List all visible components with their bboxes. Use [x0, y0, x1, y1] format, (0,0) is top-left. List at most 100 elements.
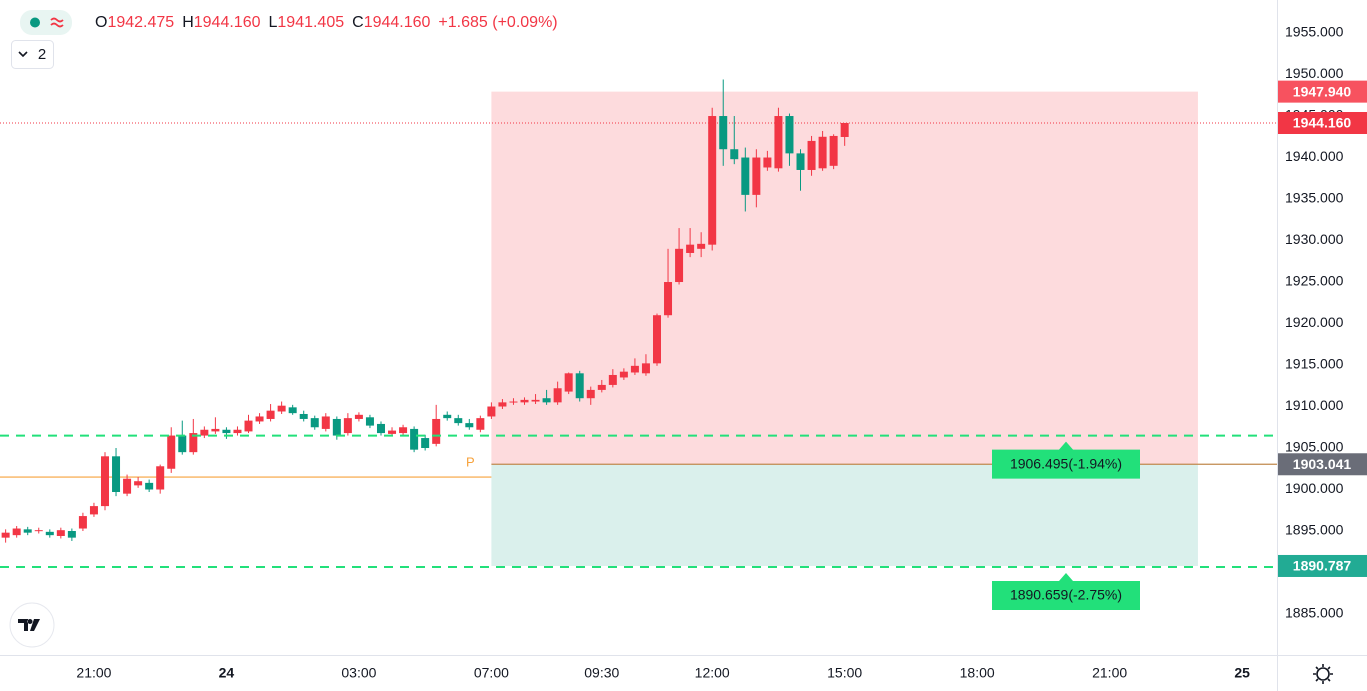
candle-body: [288, 407, 297, 414]
price-axis-bg: [1277, 0, 1367, 691]
alert-label: 1890.659(-2.75%): [1010, 587, 1122, 603]
target-zone: [491, 464, 1198, 566]
x-tick-label: 25: [1234, 665, 1250, 681]
status-pill[interactable]: [20, 10, 72, 35]
candle-body: [233, 429, 242, 434]
candle-body: [388, 430, 397, 434]
candle-body: [619, 371, 628, 378]
candle-body: [410, 428, 419, 450]
price-label-box: [1278, 554, 1367, 577]
y-tick-label: 1885.000: [1285, 605, 1344, 621]
candle-body: [531, 399, 540, 402]
candle-body: [708, 116, 717, 245]
candle-body: [45, 531, 54, 536]
axes: 21:00 24 03:00 07:00 09:30 12:00 15:00 18:00 21:…: [76, 24, 1367, 681]
y-tick-label: 1910.000: [1285, 397, 1344, 413]
candle-body: [421, 438, 430, 449]
candle-body: [310, 418, 319, 428]
candle-body: [34, 530, 43, 532]
time-axis-bg: [0, 655, 1367, 691]
stop-zone: [491, 91, 1198, 465]
candle-body: [796, 153, 805, 170]
candle-body: [78, 516, 87, 529]
settings-icon[interactable]: [1316, 667, 1330, 681]
status-icon: [50, 17, 64, 28]
candle-body: [719, 116, 728, 150]
price-label-box: [1278, 111, 1367, 134]
annotations: P 1906.495(-1.94%) 1890.659(-2.75%): [0, 434, 1277, 611]
legend-value: 1944.160: [364, 14, 431, 31]
candle-body: [664, 282, 673, 316]
y-tick-label: 1920.000: [1285, 314, 1344, 330]
x-tick-label: 21:00: [76, 665, 111, 681]
x-tick-label: 15:00: [827, 665, 862, 681]
candle-body: [145, 482, 154, 490]
x-tick-label: 18:00: [960, 665, 995, 681]
candle-body: [752, 157, 761, 195]
y-tick-label: 1940.000: [1285, 148, 1344, 164]
candle-body: [178, 435, 187, 453]
candle-body: [222, 429, 231, 434]
settings-icon-teeth: [1313, 664, 1333, 684]
overlays: [0, 91, 1277, 566]
candle-body: [741, 157, 750, 195]
candle-body: [675, 248, 684, 283]
candle-body: [399, 427, 408, 434]
position-marker: P: [466, 455, 475, 470]
candle-body: [774, 116, 783, 169]
candle-body: [542, 398, 551, 403]
candle-body: [354, 414, 363, 419]
collapse-button[interactable]: [11, 40, 54, 69]
candle-body: [23, 529, 32, 533]
logo: [18, 619, 40, 631]
candle-body: [56, 530, 65, 536]
candle-body: [487, 406, 496, 417]
alert-label: 1906.495(-1.94%): [1010, 455, 1122, 471]
candle-body: [454, 418, 463, 424]
candle-body: [697, 243, 706, 249]
candle-body: [266, 410, 275, 419]
alert-callout: [992, 573, 1140, 611]
candle-body: [332, 418, 341, 436]
candle-body: [807, 140, 816, 170]
alert-callout: [992, 441, 1140, 479]
price-label: 1947.940: [1293, 83, 1352, 99]
candle-body: [730, 149, 739, 160]
legend-key: H: [182, 14, 194, 31]
legend-key: C: [352, 14, 364, 31]
y-tick-label: 1925.000: [1285, 273, 1344, 289]
price-label: 1903.041: [1293, 456, 1352, 472]
candle-body: [498, 402, 507, 407]
x-tick-label: 21:00: [1092, 665, 1127, 681]
candle-body: [564, 373, 573, 392]
x-tick-label: 03:00: [341, 665, 376, 681]
y-tick-label: 1900.000: [1285, 480, 1344, 496]
x-tick-label: 24: [219, 665, 235, 681]
candle-body: [299, 413, 308, 419]
candle-body: [686, 244, 695, 253]
legend-key: L: [268, 14, 277, 31]
candle-body: [763, 157, 772, 168]
candle-body: [167, 435, 176, 469]
candle-body: [376, 423, 385, 434]
candle-body: [123, 478, 132, 494]
y-tick-label: 1915.000: [1285, 356, 1344, 372]
candle-body: [343, 418, 352, 434]
candle-body: [255, 416, 264, 422]
candle-body: [829, 135, 838, 166]
y-tick-label: 1935.000: [1285, 190, 1344, 206]
legend-value: 1941.405: [277, 14, 344, 31]
y-tick-label: 1895.000: [1285, 522, 1344, 538]
candle-body: [840, 122, 849, 137]
y-tick-label: 1950.000: [1285, 65, 1344, 81]
legend-value: +1.685 (+0.09%): [438, 14, 557, 31]
candle-body: [509, 401, 518, 403]
candle-body: [520, 399, 529, 403]
candle-body: [608, 374, 617, 385]
candle-body: [321, 416, 330, 429]
candle-body: [465, 423, 474, 428]
y-tick-label: 1930.000: [1285, 231, 1344, 247]
candle-body: [100, 456, 109, 507]
